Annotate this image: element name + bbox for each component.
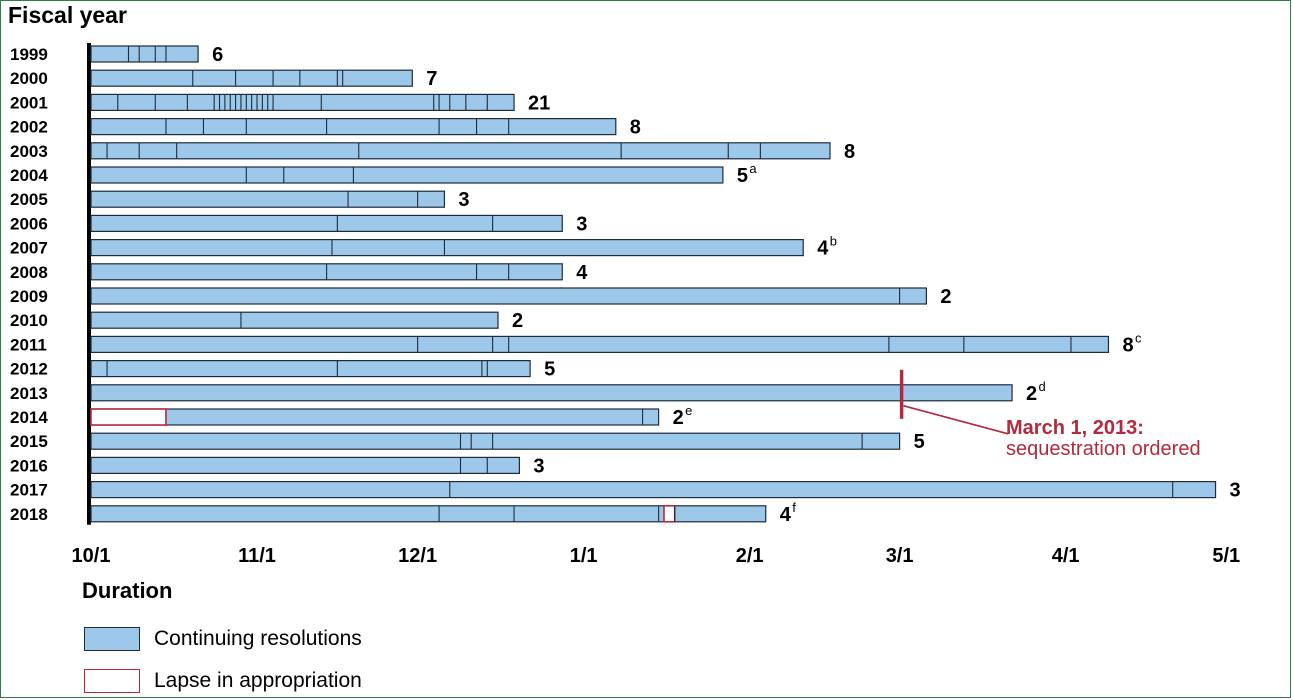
legend-swatch-continuing-resolutions xyxy=(84,627,140,651)
count-label-2006: 3 xyxy=(576,213,587,235)
year-label-2015: 2015 xyxy=(10,432,48,451)
footnote-mark-2007: b xyxy=(830,234,837,249)
year-label-2008: 2008 xyxy=(10,263,48,282)
year-label-2003: 2003 xyxy=(10,142,48,161)
legend-label-continuing-resolutions: Continuing resolutions xyxy=(154,627,362,650)
cr-bar-2018 xyxy=(90,505,767,523)
count-label-2001: 21 xyxy=(528,92,550,114)
legend-label-lapse: Lapse in appropriation xyxy=(154,669,362,692)
lapse-bar-2018-0 xyxy=(663,504,676,523)
x-tick-label-6: 4/1 xyxy=(1052,545,1080,567)
legend-item-lapse: Lapse in appropriation xyxy=(84,667,362,695)
year-label-1999: 1999 xyxy=(10,45,48,64)
cr-bar-2017 xyxy=(90,481,1217,499)
x-tick-label-2: 12/1 xyxy=(398,545,437,567)
cr-bar-2016 xyxy=(90,456,520,474)
cr-bar-2001 xyxy=(90,93,515,112)
count-label-2018: 4 xyxy=(780,504,792,526)
cr-bar-2010 xyxy=(90,311,499,329)
footnote-mark-2014: e xyxy=(685,403,692,418)
year-label-2009: 2009 xyxy=(10,287,48,306)
cr-bar-2015 xyxy=(90,432,901,450)
count-label-2008: 4 xyxy=(576,262,588,284)
year-label-2000: 2000 xyxy=(10,69,48,88)
count-label-2013: 2 xyxy=(1026,383,1037,405)
cr-bar-2005 xyxy=(90,190,446,208)
cr-bar-2000 xyxy=(90,69,413,87)
cr-bar-2003 xyxy=(90,142,831,160)
year-label-2004: 2004 xyxy=(10,166,48,185)
count-label-2010: 2 xyxy=(512,310,523,332)
cr-bar-2013 xyxy=(90,384,1013,402)
count-label-1999: 6 xyxy=(212,44,223,66)
sequestration-annotation-detail: sequestration ordered xyxy=(1006,438,1201,460)
count-label-2009: 2 xyxy=(940,286,951,308)
legend-swatch-lapse xyxy=(84,669,140,693)
footnote-mark-2018: f xyxy=(792,500,796,515)
x-tick-label-1: 11/1 xyxy=(238,545,276,567)
year-label-2017: 2017 xyxy=(10,481,48,500)
x-tick-label-7: 5/1 xyxy=(1212,545,1240,567)
year-label-2007: 2007 xyxy=(10,239,48,258)
year-label-2016: 2016 xyxy=(10,456,48,475)
year-label-2013: 2013 xyxy=(10,384,48,403)
cr-bar-2006 xyxy=(90,214,563,232)
cr-bar-2012 xyxy=(90,360,531,378)
year-label-2010: 2010 xyxy=(10,311,48,330)
year-label-2006: 2006 xyxy=(10,214,48,233)
x-tick-label-0: 10/1 xyxy=(72,545,111,567)
count-label-2005: 3 xyxy=(458,189,469,211)
year-label-2012: 2012 xyxy=(10,360,48,379)
count-label-2003: 8 xyxy=(844,141,855,163)
legend-title: Duration xyxy=(82,578,173,603)
cr-bar-2011 xyxy=(90,335,1110,353)
chart-title: Fiscal year xyxy=(8,2,127,28)
year-label-2002: 2002 xyxy=(10,118,48,137)
cr-bar-2002 xyxy=(90,117,617,136)
footnote-mark-2011: c xyxy=(1135,330,1142,345)
count-label-2014: 2 xyxy=(673,407,684,429)
x-tick-label-5: 3/1 xyxy=(886,545,914,567)
year-label-2011: 2011 xyxy=(10,335,47,354)
year-label-2018: 2018 xyxy=(10,505,48,524)
year-label-2005: 2005 xyxy=(10,190,48,209)
count-label-2012: 5 xyxy=(544,359,555,381)
sequestration-annotation-title: March 1, 2013: xyxy=(1006,417,1144,439)
count-label-2002: 8 xyxy=(630,117,641,139)
count-label-2000: 7 xyxy=(426,68,437,90)
cr-bar-1999 xyxy=(90,45,199,63)
x-tick-label-3: 1/1 xyxy=(570,545,598,567)
count-label-2017: 3 xyxy=(1230,480,1241,502)
footnote-mark-2004: a xyxy=(749,161,757,176)
year-label-2014: 2014 xyxy=(10,408,48,427)
cr-bar-2007 xyxy=(90,239,804,257)
count-label-2007: 4 xyxy=(817,238,829,260)
count-label-2015: 5 xyxy=(914,431,925,453)
year-label-2001: 2001 xyxy=(10,93,48,112)
count-label-2004: 5 xyxy=(737,165,748,187)
count-label-2011: 8 xyxy=(1122,334,1133,356)
legend-item-continuing-resolutions: Continuing resolutions xyxy=(84,625,362,653)
cr-bar-2014 xyxy=(90,408,660,426)
cr-bar-2004 xyxy=(90,166,724,184)
x-tick-label-4: 2/1 xyxy=(736,545,764,567)
footnote-mark-2013: d xyxy=(1039,379,1046,394)
count-label-2016: 3 xyxy=(533,455,544,477)
cr-bar-2009 xyxy=(90,287,927,305)
sequestration-leader-line xyxy=(903,405,1009,435)
lapse-bar-2014-0 xyxy=(90,408,167,426)
